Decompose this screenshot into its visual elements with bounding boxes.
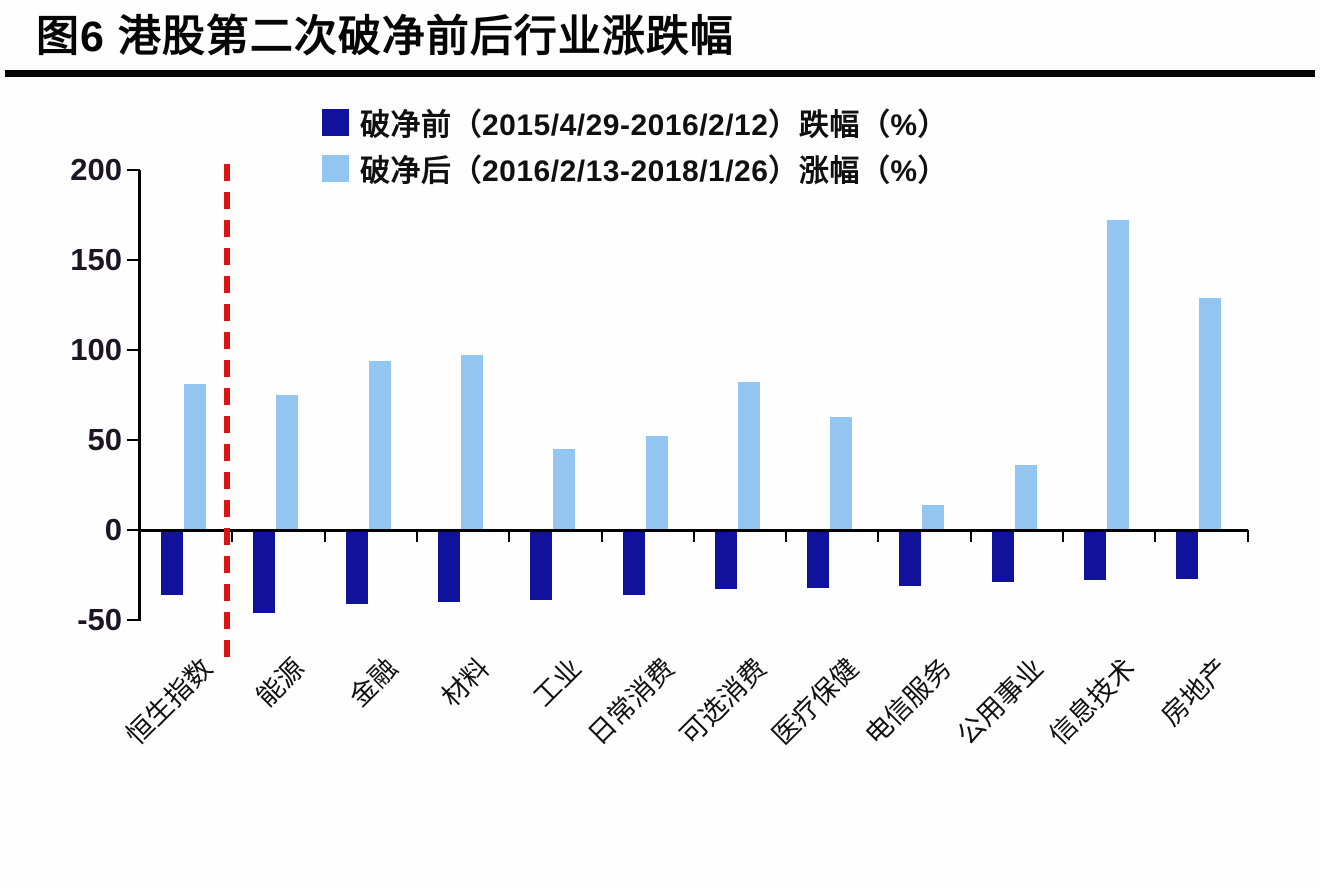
pre-break-bar <box>991 530 1014 583</box>
y-axis-label: 200 <box>70 152 122 187</box>
post-break-bar <box>1014 465 1037 530</box>
y-axis-tick <box>127 349 140 351</box>
post-break-bar <box>184 384 206 530</box>
break-divider-dashed-line <box>224 164 230 658</box>
title-rule <box>5 70 1315 77</box>
x-axis-tick <box>692 530 695 542</box>
x-axis-tick <box>323 530 326 542</box>
y-axis-label: 50 <box>87 422 122 457</box>
x-axis-tick <box>1062 530 1064 542</box>
x-axis-tick <box>1154 530 1157 542</box>
post-break-bar <box>645 436 668 530</box>
legend-label: 破净前（2015/4/29-2016/2/12）跌幅（%） <box>360 109 949 142</box>
pre-break-bar <box>714 530 737 590</box>
pre-break-bar <box>253 530 276 613</box>
x-axis-tick <box>1246 530 1249 542</box>
pre-break-bar <box>345 530 368 604</box>
y-axis-tick <box>127 439 140 441</box>
y-axis-tick <box>127 529 140 531</box>
post-break-bar <box>830 416 853 530</box>
y-axis-line <box>138 170 141 621</box>
legend-swatch-post-break-icon <box>322 154 349 182</box>
bar-chart: 破净前（2015/4/29-2016/2/12）跌幅（%） 破净后（2016/2/… <box>70 99 1249 751</box>
post-break-bar <box>737 382 760 530</box>
legend-label: 破净后（2016/2/13-2018/1/26）涨幅（%） <box>360 155 949 188</box>
y-axis-label: -50 <box>77 602 122 637</box>
x-axis-tick <box>415 530 418 542</box>
x-axis-tick <box>600 530 603 542</box>
legend-item: 破净前（2015/4/29-2016/2/12）跌幅（%） <box>322 99 948 145</box>
x-axis-tick <box>508 530 511 542</box>
post-break-bar <box>922 504 945 530</box>
legend-item: 破净后（2016/2/13-2018/1/26）涨幅（%） <box>322 145 948 191</box>
y-axis-label: 100 <box>70 332 122 367</box>
x-axis-tick <box>877 530 880 542</box>
y-axis-tick <box>127 169 140 171</box>
post-break-bar <box>460 355 483 530</box>
pre-break-bar <box>807 530 830 588</box>
post-break-bar <box>1107 220 1129 530</box>
pre-break-bar <box>622 530 645 595</box>
pre-break-bar <box>437 530 460 602</box>
pre-break-bar <box>899 530 922 586</box>
pre-break-bar <box>161 530 183 595</box>
post-break-bar <box>276 395 299 530</box>
pre-break-bar <box>1176 530 1199 579</box>
y-axis-label: 0 <box>104 512 122 547</box>
legend-swatch-pre-break-icon <box>322 108 349 136</box>
post-break-bar <box>1199 297 1222 530</box>
y-axis-label: 150 <box>70 242 122 277</box>
post-break-bar <box>368 360 391 530</box>
post-break-bar <box>553 449 576 530</box>
pre-break-bar <box>530 530 553 601</box>
y-axis-tick <box>127 619 140 621</box>
pre-break-bar <box>1084 530 1106 581</box>
x-axis-tick <box>785 530 788 542</box>
figure-title: 图6 港股第二次破净前后行业涨跌幅 <box>36 13 734 61</box>
chart-legend: 破净前（2015/4/29-2016/2/12）跌幅（%） 破净后（2016/2/… <box>322 99 948 191</box>
x-axis-tick <box>231 530 234 542</box>
y-axis-tick <box>127 259 140 261</box>
x-axis-tick <box>969 530 972 542</box>
